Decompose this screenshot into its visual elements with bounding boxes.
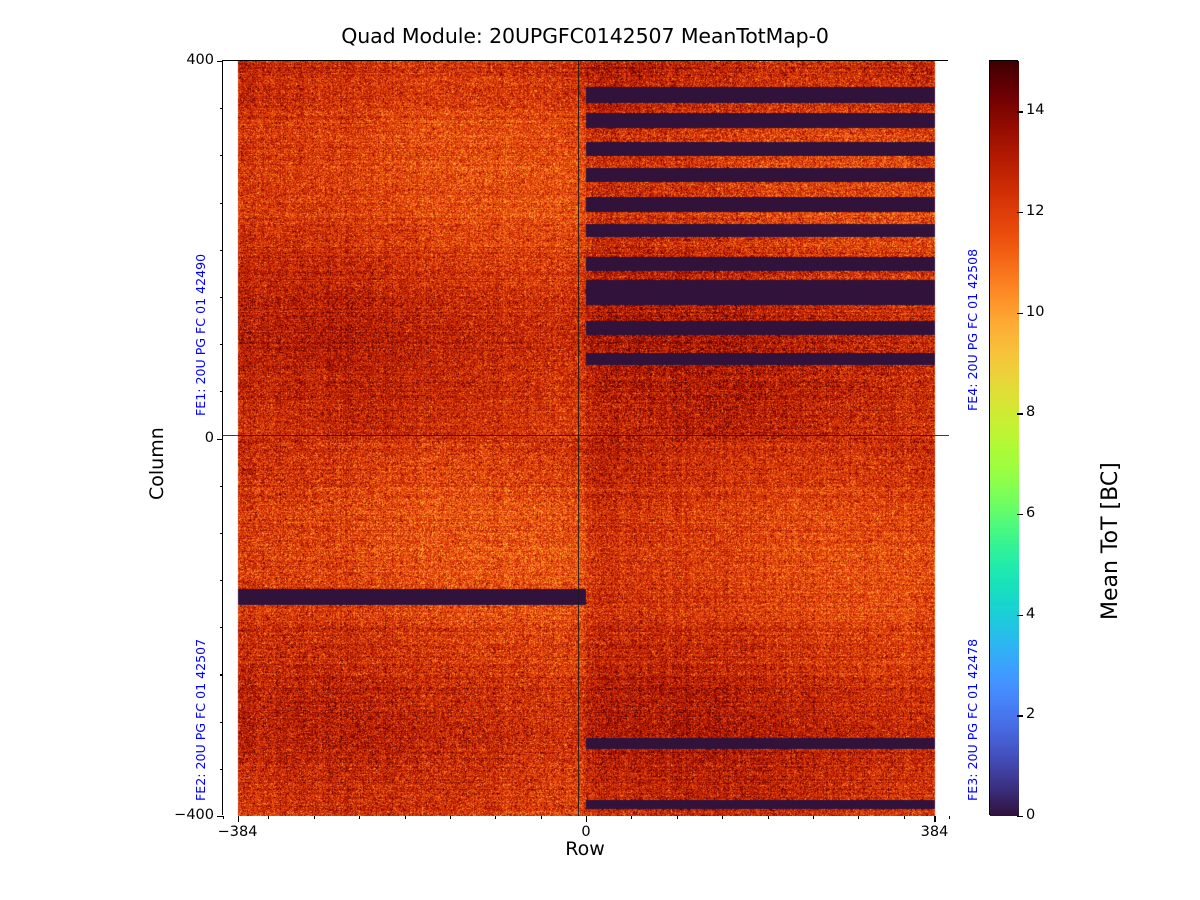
y-axis-minor-tick <box>219 391 223 393</box>
colorbar: 0 2 4 6 8 10 12 14 <box>989 60 1044 823</box>
y-axis-minor-tick <box>219 108 223 110</box>
heatmap-image <box>223 61 949 816</box>
colorbar-tick-label: 12 <box>1026 203 1045 219</box>
colorbar-tick <box>1017 312 1023 314</box>
x-axis-minor-tick <box>903 816 905 820</box>
quadrant-divider-horizontal <box>223 435 949 436</box>
x-axis-major-tick <box>586 816 588 822</box>
page-title: Quad Module: 20UPGFC0142507 MeanTotMap-0 <box>341 24 829 48</box>
y-axis-minor-tick <box>219 155 223 157</box>
fe3-annotation: FE3: 20U PG FC 01 42478 <box>965 638 980 801</box>
y-axis-minor-tick <box>219 485 223 487</box>
y-axis-minor-tick <box>219 296 223 299</box>
x-axis-minor-tick <box>676 816 678 820</box>
fe1-annotation: FE1: 20U PG FC 01 42490 <box>193 253 208 416</box>
y-axis-tick-label: 0 <box>204 429 214 446</box>
y-axis-major-tick <box>217 816 223 818</box>
y-axis-minor-tick <box>219 532 223 534</box>
colorbar-tick-label: 4 <box>1026 605 1036 622</box>
x-axis-minor-tick <box>268 816 270 820</box>
y-axis-minor-tick <box>219 674 223 676</box>
colorbar-tick <box>1017 614 1023 616</box>
quadrant-divider-vertical <box>578 61 579 816</box>
y-axis-minor-tick <box>219 721 223 723</box>
colorbar-tick <box>1017 715 1023 717</box>
y-axis-minor-tick <box>219 627 223 629</box>
fe4-annotation: FE4: 20U PG FC 01 42508 <box>965 248 980 411</box>
colorbar-tick-label: 14 <box>1026 102 1045 119</box>
x-axis-tick-label: 384 <box>920 824 949 840</box>
y-axis-minor-tick <box>219 249 223 251</box>
colorbar-tick <box>1017 413 1023 415</box>
x-axis-minor-tick <box>812 816 814 820</box>
heatmap-axes: 400 0 −400 −384 0 384 FE1: 20U PG FC 01 4249… <box>174 52 980 840</box>
y-axis-minor-tick <box>219 768 223 770</box>
colorbar-tick-label: 10 <box>1026 303 1045 320</box>
colorbar-tick-label: 0 <box>1026 807 1036 823</box>
fe2-annotation: FE2: 20U PG FC 01 42507 <box>193 638 208 801</box>
colorbar-tick <box>1017 212 1023 214</box>
x-axis-minor-tick <box>223 816 225 820</box>
y-axis-minor-tick <box>219 580 223 582</box>
colorbar-gradient <box>990 61 1019 816</box>
x-axis-minor-tick <box>858 816 860 820</box>
x-axis-minor-tick <box>404 816 406 820</box>
colorbar-tick-label: 6 <box>1026 505 1036 521</box>
x-axis-tick-label: 0 <box>581 824 591 840</box>
y-axis-minor-tick <box>219 202 223 204</box>
y-axis-tick-label: −400 <box>174 807 214 823</box>
x-axis-minor-tick <box>949 816 951 820</box>
colorbar-label: Mean ToT [BC] <box>1098 462 1123 620</box>
y-axis-major-tick <box>217 61 223 63</box>
x-axis-minor-tick <box>359 816 361 820</box>
y-axis-major-tick <box>217 438 223 440</box>
x-axis-minor-tick <box>313 816 315 820</box>
x-axis-major-tick <box>934 816 936 822</box>
colorbar-tick <box>1017 514 1023 516</box>
x-axis-minor-tick <box>631 816 633 820</box>
colorbar-tick-label: 2 <box>1026 706 1036 723</box>
x-axis-tick-label: −384 <box>217 824 258 840</box>
x-axis-minor-tick <box>540 816 542 820</box>
x-axis-major-tick <box>237 816 239 822</box>
colorbar-tick <box>1017 816 1023 818</box>
colorbar-tick-label: 8 <box>1026 404 1036 421</box>
x-axis-minor-tick <box>495 816 497 820</box>
x-axis-minor-tick <box>449 816 451 820</box>
colorbar-tick <box>1017 111 1023 113</box>
x-axis-minor-tick <box>722 816 724 820</box>
y-axis-minor-tick <box>219 344 223 346</box>
y-axis-label: Column <box>146 427 168 500</box>
x-axis-minor-tick <box>767 816 769 820</box>
x-axis-label: Row <box>565 838 605 860</box>
y-axis-tick-label: 400 <box>186 52 214 68</box>
